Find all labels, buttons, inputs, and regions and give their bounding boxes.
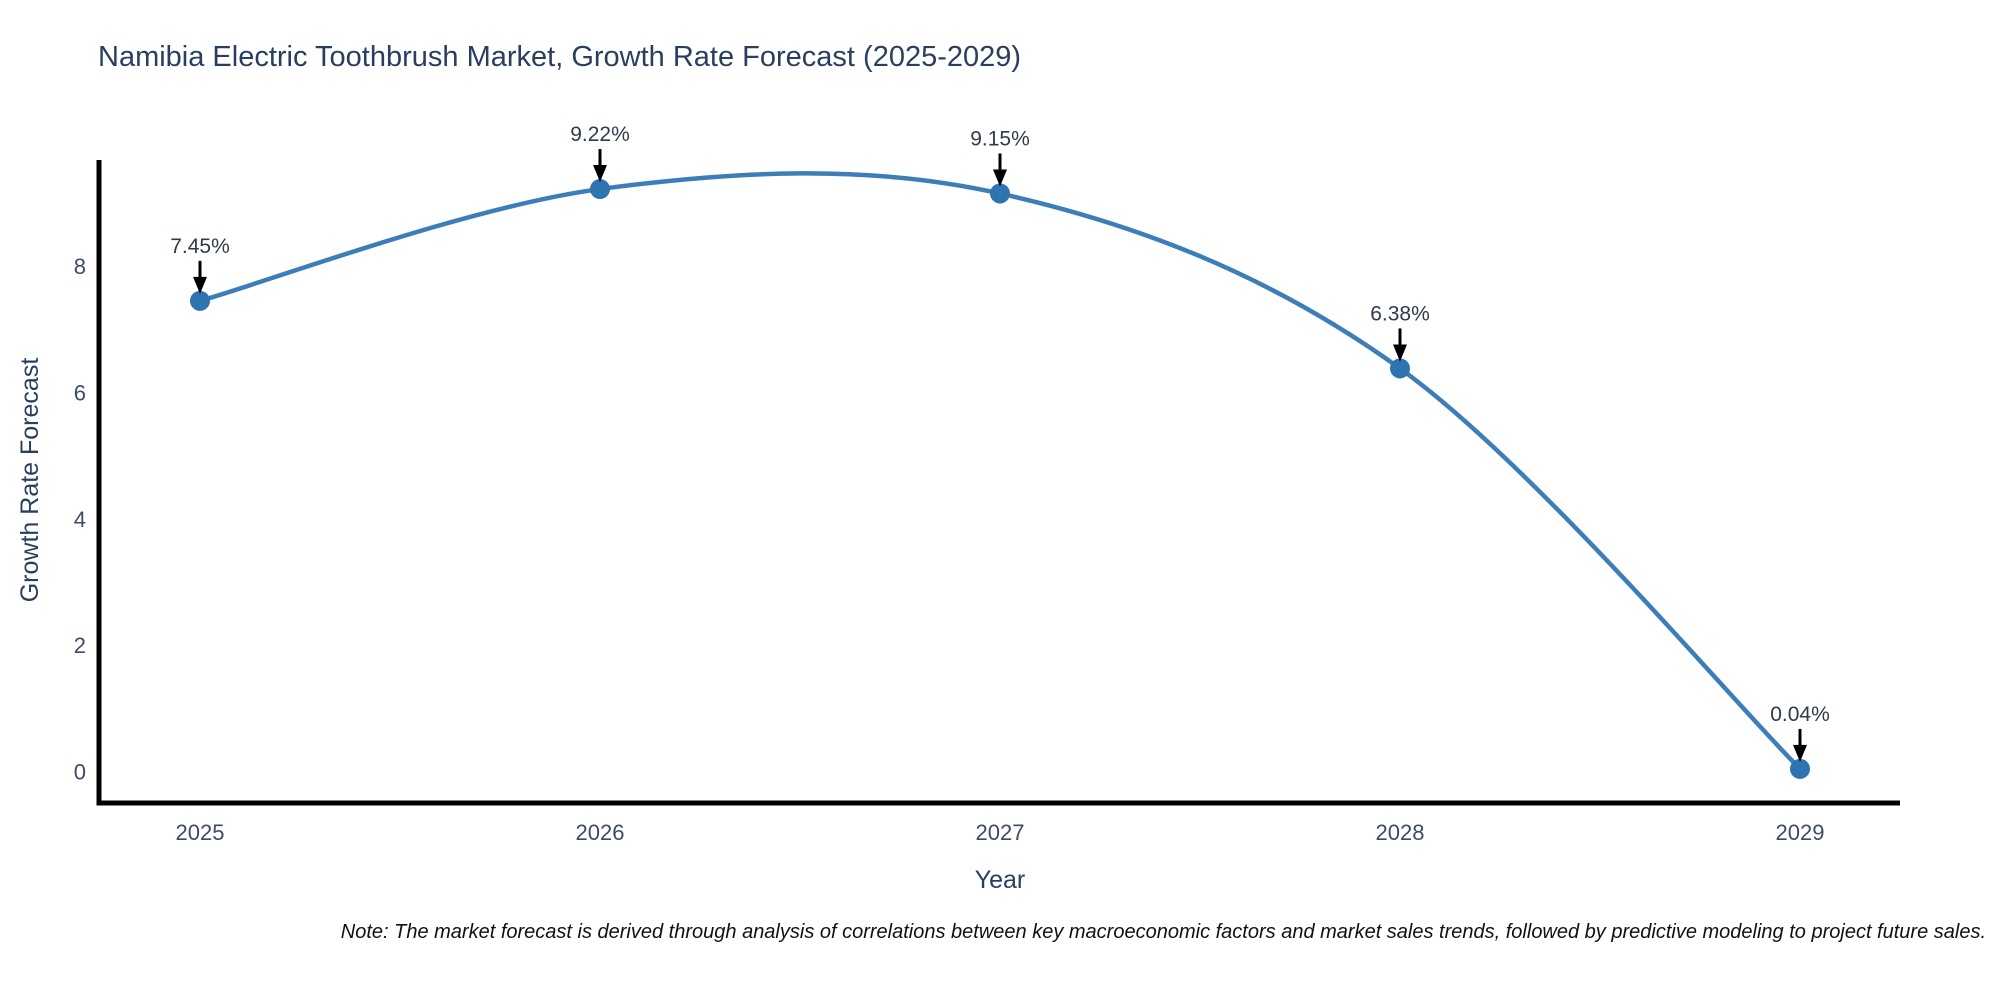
- annotation-arrowhead: [593, 165, 607, 183]
- data-point-2025: [190, 290, 210, 311]
- y-axis-title: Growth Rate Forecast: [16, 358, 44, 603]
- y-tick-label-4: 4: [74, 507, 86, 532]
- y-tick-label-6: 6: [74, 380, 86, 405]
- data-point-2027: [990, 183, 1010, 204]
- annotation-label-2026: 9.22%: [570, 123, 630, 146]
- y-tick-label-8: 8: [74, 254, 86, 279]
- annotation-label-2028: 6.38%: [1370, 302, 1430, 325]
- axis-lines: [96, 160, 1900, 806]
- x-axis-title: Year: [975, 866, 1026, 894]
- x-tick-label-2029: 2029: [1776, 820, 1825, 845]
- y-tick-label-2: 2: [74, 633, 86, 658]
- x-tick-label-2028: 2028: [1376, 820, 1425, 845]
- x-tick-label-2027: 2027: [976, 820, 1025, 845]
- data-point-2026: [590, 179, 610, 200]
- x-tick-label-2025: 2025: [176, 820, 225, 845]
- annotation-label-2029: 0.04%: [1770, 703, 1830, 726]
- annotation-arrowhead: [1393, 344, 1407, 362]
- chart-title: Namibia Electric Toothbrush Market, Grow…: [98, 41, 1021, 73]
- x-tick-label-2026: 2026: [576, 820, 625, 845]
- footnote: Note: The market forecast is derived thr…: [341, 921, 1986, 943]
- annotation-arrowhead: [993, 169, 1007, 187]
- annotation-arrowhead: [1793, 744, 1807, 762]
- annotation-label-2025: 7.45%: [170, 235, 230, 258]
- data-point-2028: [1390, 358, 1410, 379]
- annotation-arrowhead: [193, 276, 207, 294]
- plot-area: 0 2 4 6 8 2025 2026 2027 2028 2029 7.45% 9.22% 9.15%…: [74, 123, 1900, 845]
- forecast-line: [197, 171, 1803, 772]
- annotation-label-2027: 9.15%: [970, 127, 1030, 150]
- y-tick-label-0: 0: [74, 759, 86, 784]
- data-point-2029: [1790, 758, 1810, 779]
